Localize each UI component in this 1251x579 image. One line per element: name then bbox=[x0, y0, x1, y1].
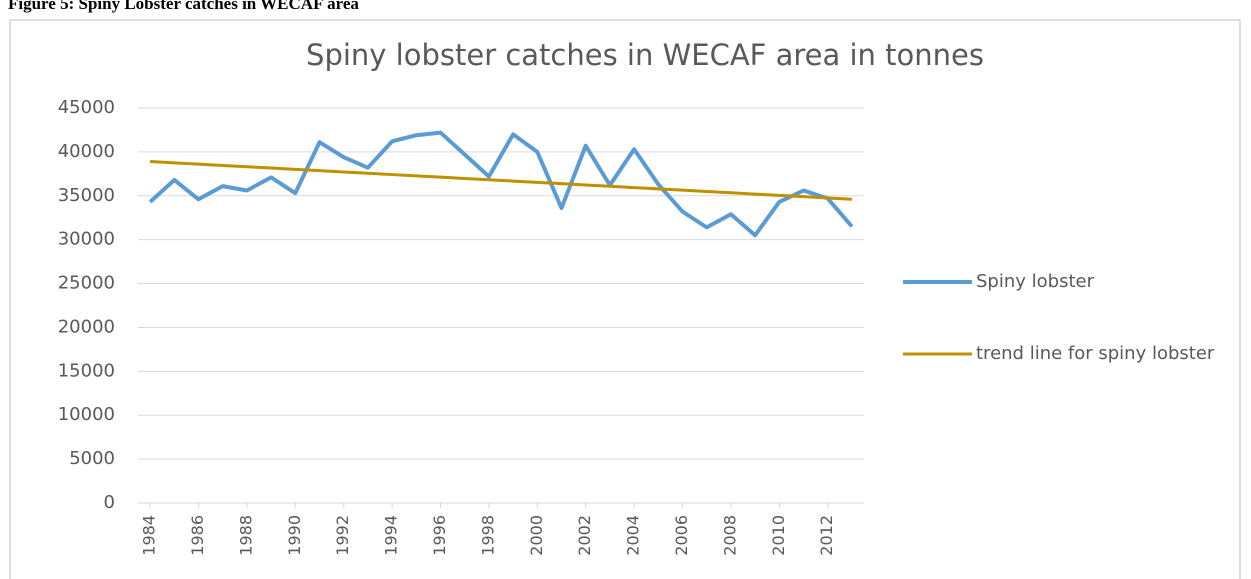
data-line bbox=[150, 160, 852, 201]
x-tick-label: 2006 bbox=[672, 515, 691, 556]
data-line bbox=[148, 130, 854, 238]
y-tick-label: 10000 bbox=[58, 404, 115, 425]
legend-label: Spiny lobster bbox=[976, 271, 1094, 292]
x-tick-label: 1986 bbox=[188, 515, 207, 556]
legend-entry: trend line for spiny lobster bbox=[976, 343, 1215, 364]
x-tick-label: 2012 bbox=[817, 515, 836, 556]
figure-caption: Figure 5: Spiny Lobster catches in WECAF… bbox=[8, 0, 359, 13]
x-tick-label: 1984 bbox=[140, 515, 159, 556]
x-tick-label: 1992 bbox=[333, 515, 352, 556]
x-tick-label: 2008 bbox=[720, 515, 739, 556]
x-tick-label: 1996 bbox=[430, 515, 449, 556]
x-tick-label: 2000 bbox=[527, 515, 546, 556]
x-tick-label: 1990 bbox=[285, 515, 304, 556]
legend-entry: Spiny lobster bbox=[976, 271, 1094, 292]
y-tick-label: 40000 bbox=[58, 141, 115, 162]
x-tick-label: 2004 bbox=[624, 515, 643, 556]
y-tick-label: 5000 bbox=[69, 448, 115, 469]
y-tick-label: 30000 bbox=[58, 229, 115, 250]
chart-title: Spiny lobster catches in WECAF area in t… bbox=[306, 38, 984, 72]
x-tick-label: 1988 bbox=[236, 515, 255, 556]
chart-frame bbox=[9, 19, 1241, 579]
x-tick-label: 2002 bbox=[575, 515, 594, 556]
y-tick-label: 45000 bbox=[58, 97, 115, 118]
y-tick-label: 15000 bbox=[58, 360, 115, 381]
y-tick-label: 35000 bbox=[58, 185, 115, 206]
y-tick-label: 0 bbox=[104, 492, 115, 513]
y-tick-label: 20000 bbox=[58, 316, 115, 337]
y-tick-label: 25000 bbox=[58, 273, 115, 294]
x-tick-label: 1994 bbox=[382, 515, 401, 556]
legend-label: trend line for spiny lobster bbox=[976, 343, 1215, 364]
x-tick-label: 1998 bbox=[478, 515, 497, 556]
x-tick-label: 2010 bbox=[769, 515, 788, 556]
